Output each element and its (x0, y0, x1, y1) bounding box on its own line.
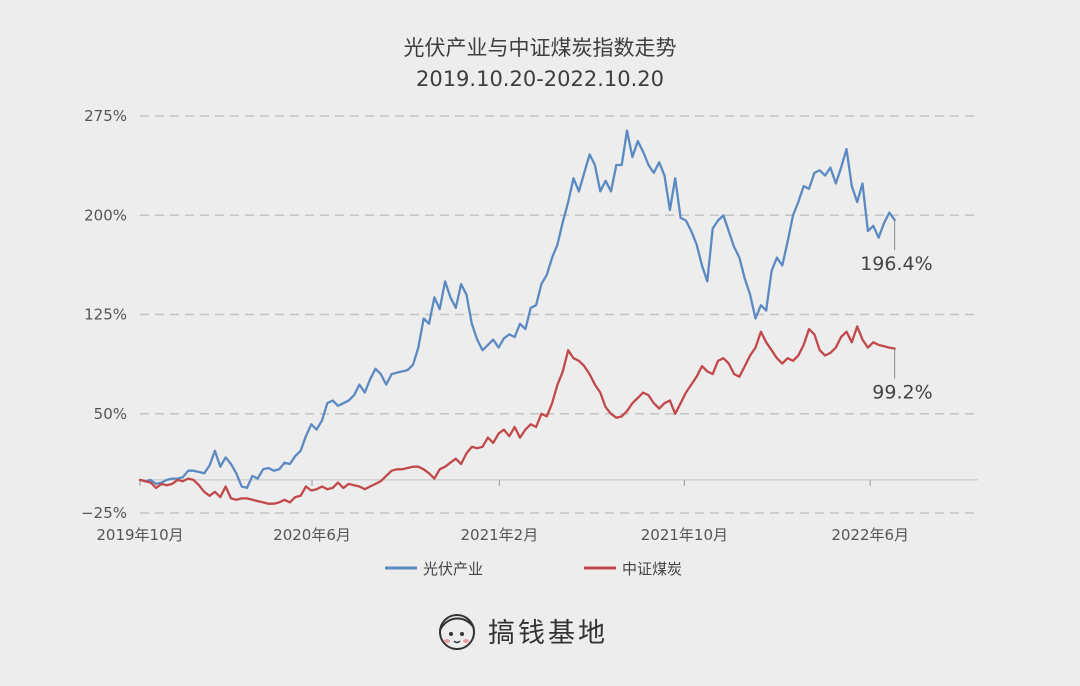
x-axis-tick-labels: 2019年10月 2020年6月 2021年2月 2021年10月 2022年6月 (96, 479, 909, 544)
y-tick-label: 50% (94, 405, 127, 423)
legend-label-pv: 光伏产业 (423, 560, 483, 578)
x-tick-label: 2021年10月 (641, 526, 728, 544)
series-line-coal (138, 325, 896, 505)
cartoon-face-icon (439, 614, 475, 650)
grid-lines (140, 115, 978, 514)
series-line-pv (138, 129, 896, 490)
x-tick-label: 2021年2月 (461, 526, 539, 544)
y-tick-label: −25% (81, 504, 127, 522)
series-lines (138, 129, 896, 505)
legend-label-coal: 中证煤炭 (622, 560, 682, 578)
y-tick-label: 125% (84, 306, 127, 324)
x-tick-label: 2019年10月 (96, 526, 183, 544)
legend: 光伏产业 中证煤炭 (385, 560, 682, 578)
chart-title: 光伏产业与中证煤炭指数走势 (404, 36, 677, 60)
chart-subtitle: 2019.10.20-2022.10.20 (416, 67, 664, 91)
y-axis-tick-labels: −25% 50% 125% 200% 275% (81, 107, 127, 522)
end-label-coal: 99.2% (872, 382, 932, 404)
y-tick-label: 275% (84, 107, 127, 125)
y-tick-label: 200% (84, 206, 127, 224)
x-tick-label: 2020年6月 (273, 526, 351, 544)
end-label-pv: 196.4% (860, 253, 932, 275)
brand-name: 搞钱基地 (488, 618, 608, 649)
x-tick-label: 2022年6月 (831, 526, 909, 544)
brand-logo: 搞钱基地 (439, 614, 608, 650)
